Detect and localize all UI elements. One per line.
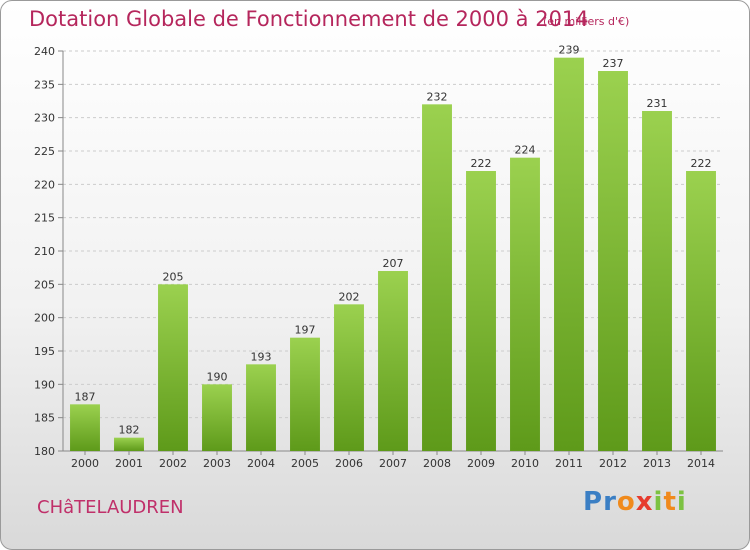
bar: [510, 157, 540, 451]
bar: [114, 437, 144, 451]
bar-value-label: 187: [75, 390, 96, 403]
x-tick-label: 2009: [467, 457, 495, 470]
y-tick-label: 240: [34, 45, 55, 58]
x-tick-label: 2003: [203, 457, 231, 470]
bar-value-label: 237: [603, 57, 624, 70]
y-tick-label: 190: [34, 378, 55, 391]
logo-letter: x: [635, 487, 654, 517]
x-tick-label: 2004: [247, 457, 275, 470]
commune-name: CHâTELAUDREN: [37, 497, 184, 518]
chart-subtitle: (en milliers d'€): [543, 15, 630, 28]
y-tick-label: 195: [34, 345, 55, 358]
x-tick-label: 2011: [555, 457, 583, 470]
y-tick-label: 180: [34, 445, 55, 458]
value-labels: 187 182 205 190 193 197 202 207 232 222 224 239 237 2…: [75, 44, 712, 437]
y-tick-label: 210: [34, 245, 55, 258]
y-tick-label: 235: [34, 78, 55, 91]
bar: [422, 104, 452, 451]
x-tick-label: 2013: [643, 457, 671, 470]
bar-value-label: 193: [251, 350, 272, 363]
y-tick-label: 200: [34, 312, 55, 325]
x-tick-label: 2007: [379, 457, 407, 470]
bar-value-label: 202: [339, 290, 360, 303]
x-tick-label: 2000: [71, 457, 99, 470]
logo-letter: o: [616, 487, 636, 517]
x-tick-label: 2010: [511, 457, 539, 470]
bar: [598, 71, 628, 451]
chart-title: Dotation Globale de Fonctionnement de 20…: [29, 7, 589, 31]
bar-value-label: 190: [207, 370, 228, 383]
y-tick-label: 205: [34, 278, 55, 291]
bar: [158, 284, 188, 451]
bar-value-label: 239: [559, 44, 580, 57]
bar: [378, 271, 408, 451]
logo-letter: r: [603, 487, 617, 517]
proxiti-logo: Proxiti: [583, 487, 687, 517]
x-tick-label: 2001: [115, 457, 143, 470]
bar-value-label: 224: [515, 144, 536, 157]
x-tick-label: 2008: [423, 457, 451, 470]
x-tick-label: 2014: [687, 457, 715, 470]
logo-letter: i: [676, 487, 687, 517]
bar: [290, 337, 320, 451]
bar: [686, 171, 716, 451]
bar: [334, 304, 364, 451]
bar: [554, 57, 584, 452]
bar: [246, 364, 276, 451]
bar: [642, 111, 672, 451]
bar-value-label: 222: [471, 157, 492, 170]
bar-value-label: 222: [691, 157, 712, 170]
y-tick-label: 230: [34, 112, 55, 125]
y-tick-label: 225: [34, 145, 55, 158]
bar-value-label: 207: [383, 257, 404, 270]
bar-value-label: 231: [647, 97, 668, 110]
x-tick-label: 2006: [335, 457, 363, 470]
bar: [70, 404, 100, 451]
bar: [466, 171, 496, 451]
y-tick-label: 215: [34, 212, 55, 225]
logo-letter: i: [653, 487, 664, 517]
logo-letter: t: [663, 487, 677, 517]
bar-value-label: 197: [295, 324, 316, 337]
bar-value-label: 232: [427, 90, 448, 103]
y-tick-label: 220: [34, 178, 55, 191]
x-tick-label: 2002: [159, 457, 187, 470]
bar: [202, 384, 232, 451]
y-tick-label: 185: [34, 412, 55, 425]
bars: [70, 57, 716, 452]
bar-value-label: 182: [119, 424, 140, 437]
x-tick-label: 2005: [291, 457, 319, 470]
logo-letter: P: [583, 487, 604, 517]
x-tick-label: 2012: [599, 457, 627, 470]
bar-value-label: 205: [163, 270, 184, 283]
